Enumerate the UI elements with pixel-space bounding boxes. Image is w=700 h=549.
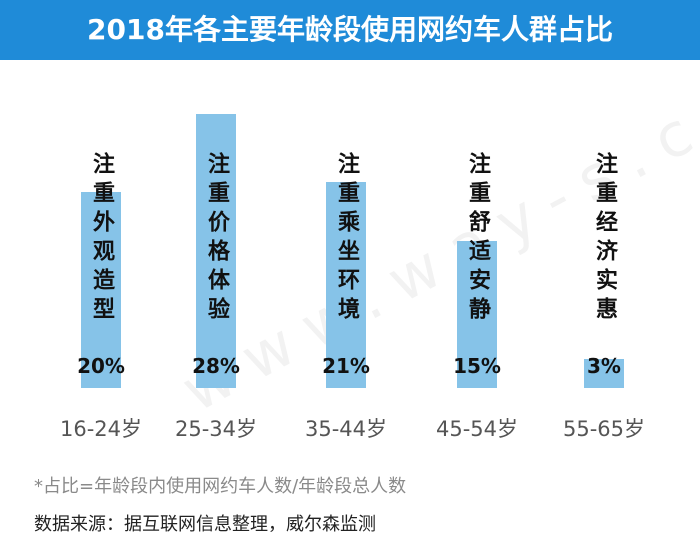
bar-annotation: 注重外观造型 (89, 152, 114, 326)
bar (584, 358, 624, 388)
value-label: 3% (587, 354, 621, 378)
bar (326, 182, 366, 388)
x-tick-label: 25-34岁 (174, 417, 258, 441)
bar (457, 241, 497, 388)
value-label: 20% (77, 354, 125, 378)
chart-title: 2018年各主要年龄段使用网约车人群占比 (87, 13, 613, 46)
x-tick-label: 45-54岁 (435, 417, 519, 441)
x-tick-label: 55-65岁 (562, 417, 646, 441)
source: 数据来源：据互联网信息整理，威尔森监测 (34, 514, 376, 535)
footnote: *占比=年龄段内使用网约车人数/年龄段总人数 (34, 476, 407, 497)
bar (81, 192, 121, 388)
bar-annotation: 注重舒适安静 (465, 152, 490, 326)
value-label: 28% (192, 354, 240, 378)
bar (196, 113, 236, 388)
bar-annotation: 注重乘坐环境 (334, 152, 359, 326)
bar-annotation: 注重经济实惠 (592, 152, 617, 326)
x-tick-label: 16-24岁 (59, 417, 143, 441)
value-label: 15% (453, 354, 501, 378)
x-tick-label: 35-44岁 (304, 417, 388, 441)
title-bar (0, 0, 700, 60)
value-label: 21% (322, 354, 370, 378)
bar-annotation: 注重价格体验 (204, 152, 229, 326)
